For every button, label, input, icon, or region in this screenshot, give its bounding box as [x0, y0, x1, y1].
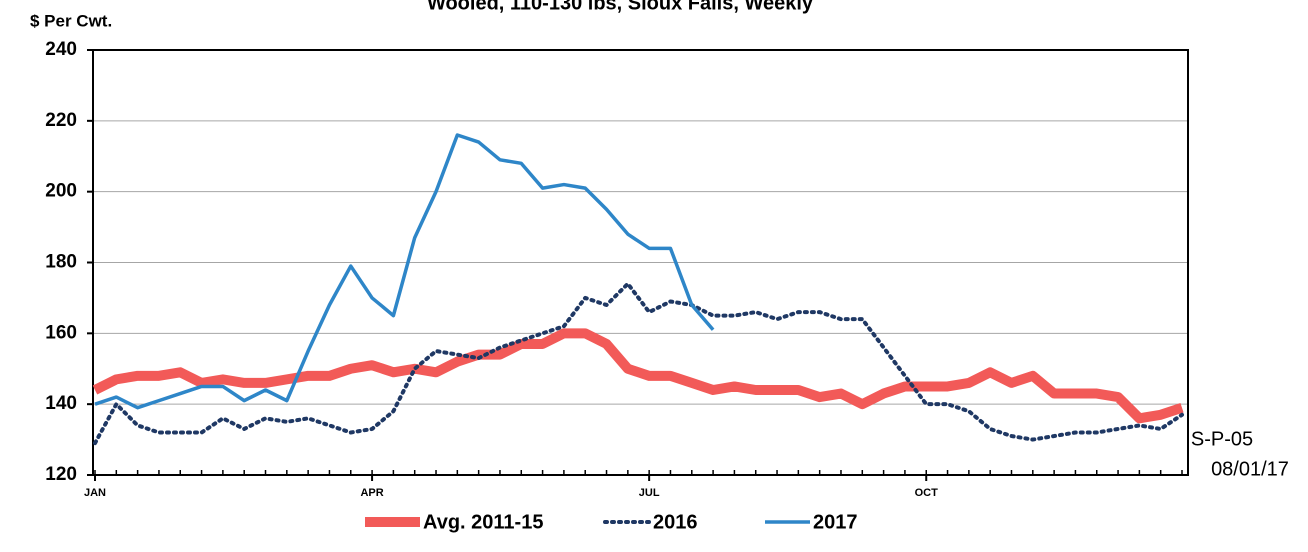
y-tick-label: 160: [45, 322, 77, 343]
legend-label: Avg. 2011-15: [423, 511, 543, 533]
y-tick-label: 140: [45, 393, 77, 414]
y-tick-label: 120: [45, 464, 77, 485]
y-tick-label: 200: [45, 181, 77, 202]
line-series: [93, 281, 1184, 446]
line-series: [92, 328, 1184, 424]
legend-label: 2016: [653, 511, 698, 533]
x-tick-label: JAN: [84, 487, 106, 499]
annotation: 08/01/17: [1211, 458, 1289, 480]
y-tick-label: 220: [45, 110, 77, 131]
y-tick-label: 240: [45, 39, 77, 60]
y-axis-label: $ Per Cwt.: [30, 11, 112, 30]
line-series: [94, 133, 715, 410]
x-tick-label: APR: [360, 487, 383, 499]
annotation: S-P-05: [1191, 428, 1253, 450]
plot-frame: [92, 49, 1189, 476]
x-tick-label: JUL: [639, 487, 660, 499]
chart-title: Wooled, 110-130 lbs, Sioux Falls, Weekly: [427, 0, 814, 14]
x-tick-label: OCT: [915, 487, 939, 499]
y-tick-label: 180: [45, 252, 77, 273]
legend-label: 2017: [813, 511, 858, 533]
